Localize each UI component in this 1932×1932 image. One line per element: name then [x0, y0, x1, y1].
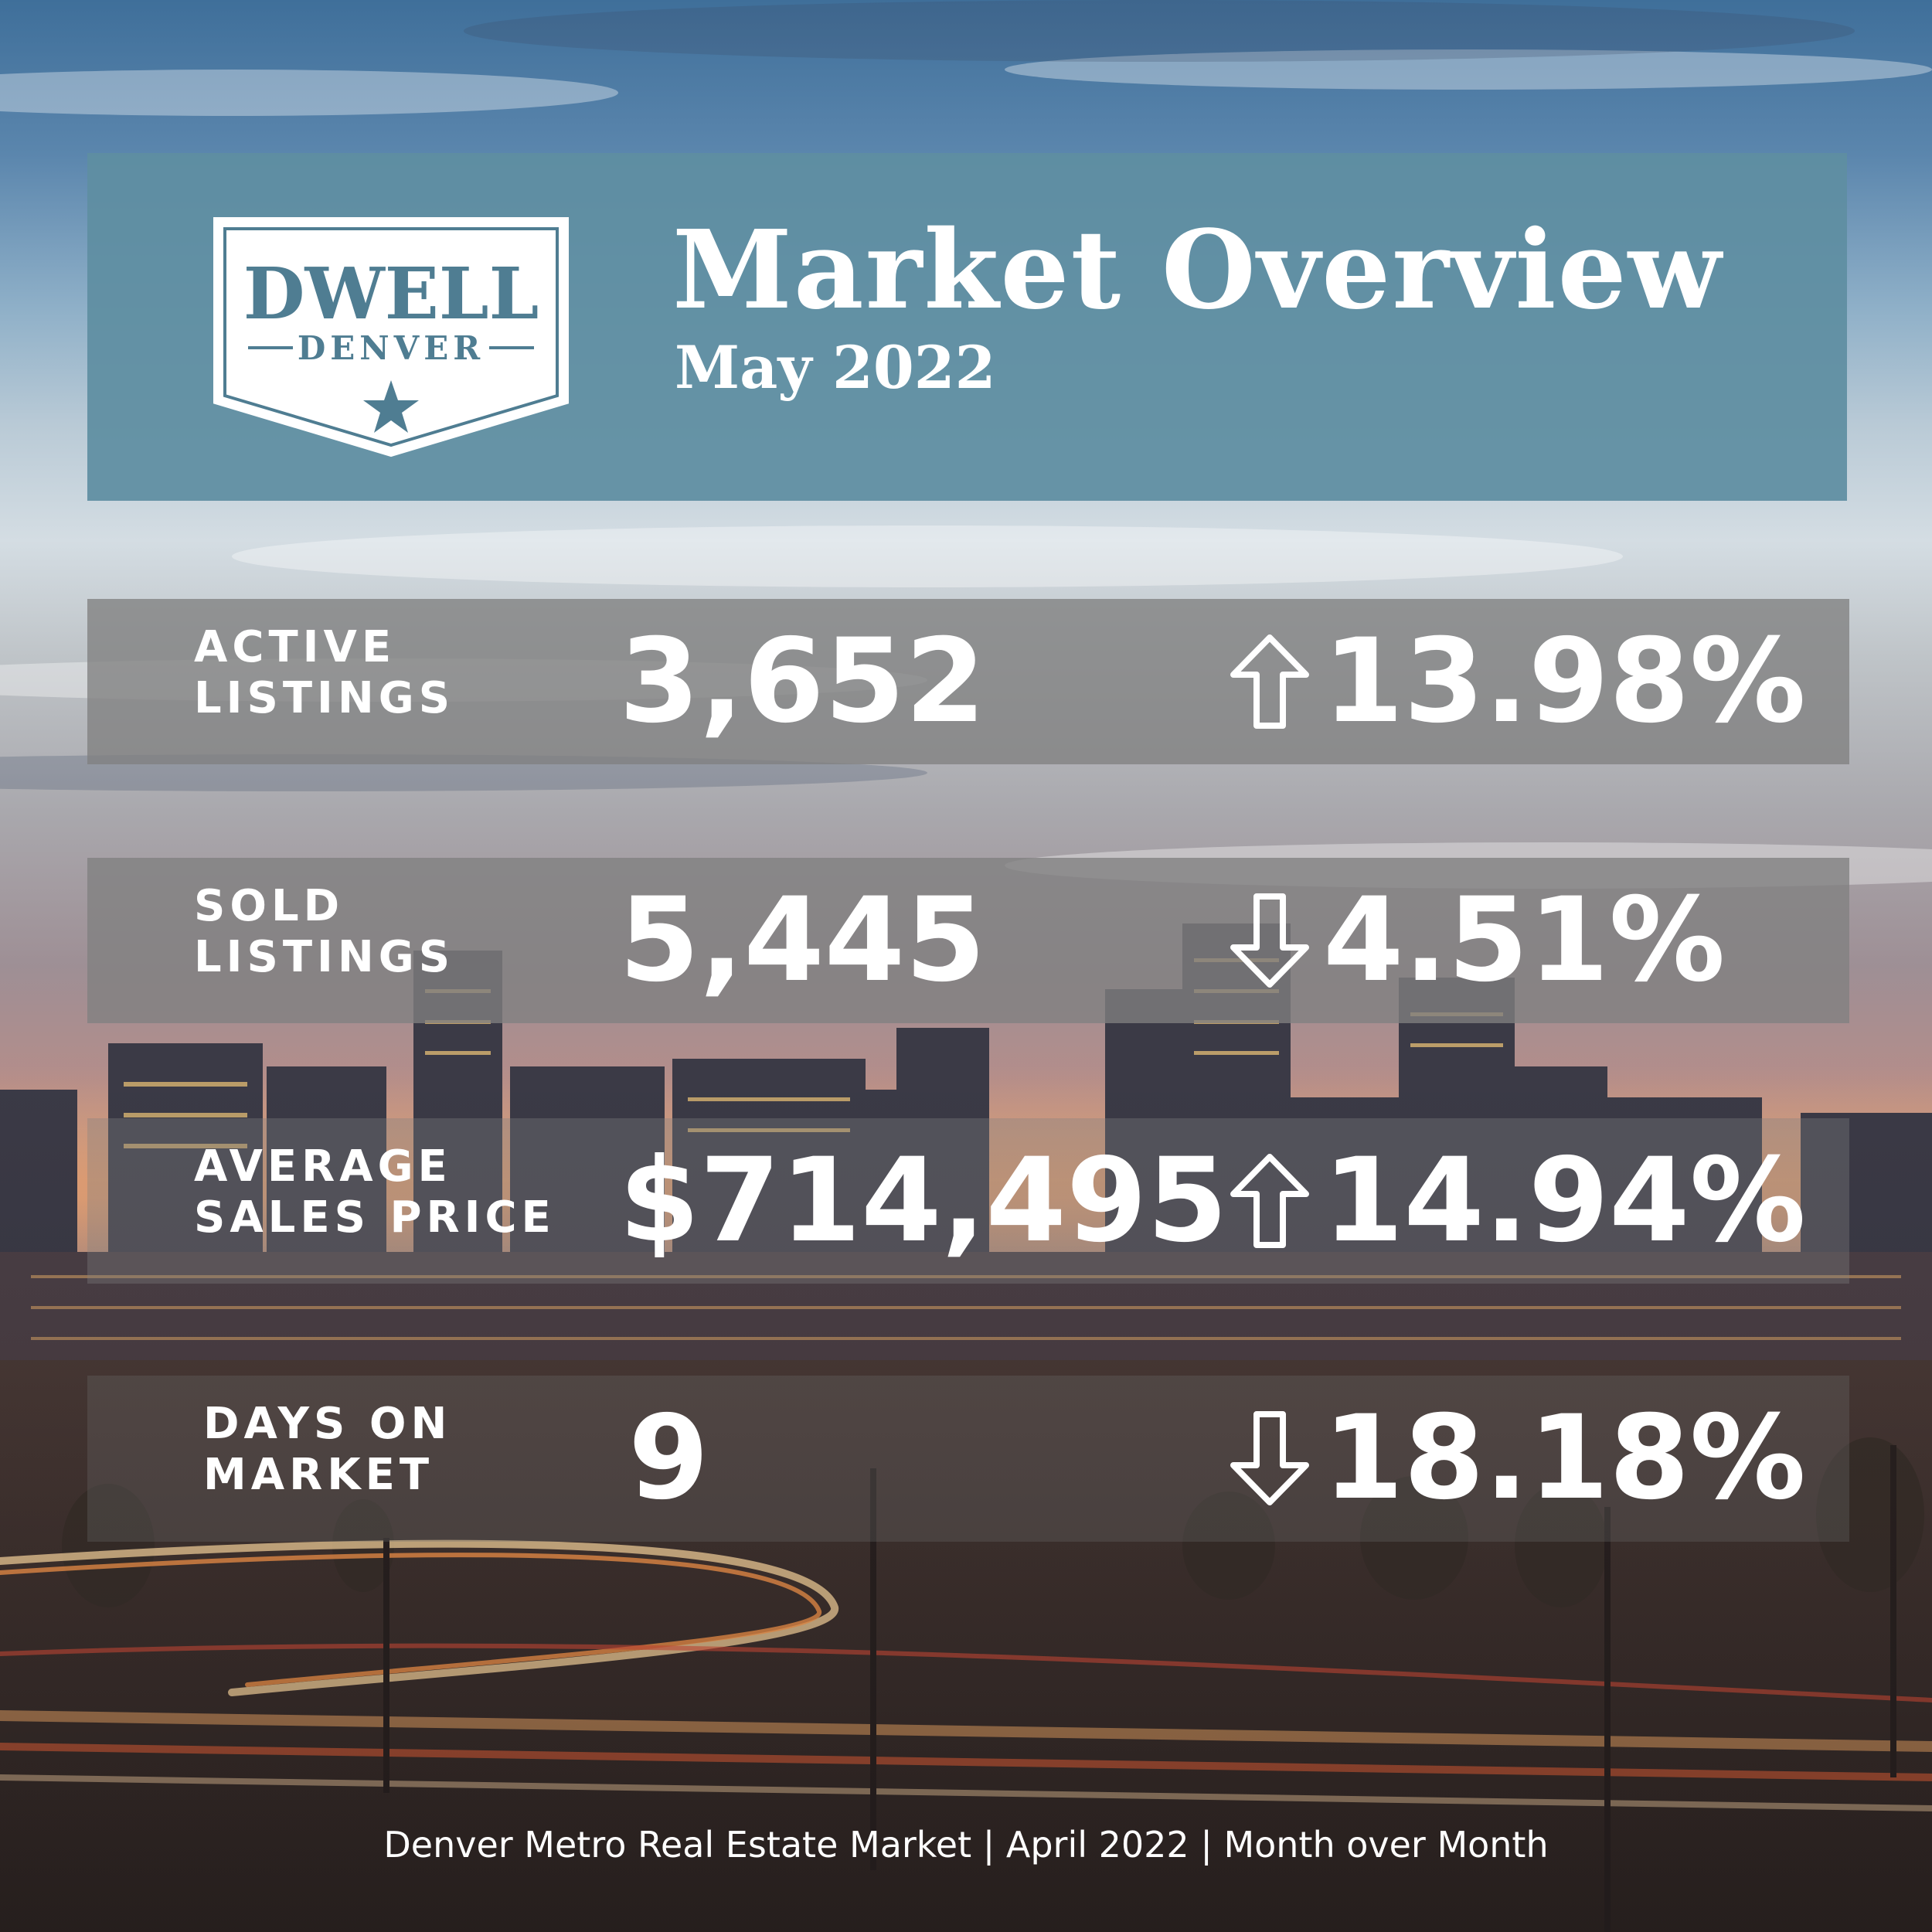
- stat-label: ACTIVE LISTINGS: [194, 622, 454, 724]
- stat-label-line2: LISTINGS: [194, 932, 455, 982]
- stat-change: 14.94%: [1227, 1135, 1806, 1267]
- stat-label: SOLD LISTINGS: [194, 881, 454, 983]
- arrow-down-icon: [1230, 1411, 1309, 1505]
- stat-label-line1: ACTIVE: [194, 622, 396, 672]
- stat-label-line2: SALES PRICE: [194, 1192, 556, 1243]
- stat-label-line1: SOLD: [194, 881, 345, 931]
- stat-change-percent: 4.51%: [1323, 873, 1726, 1008]
- footer-caption: Denver Metro Real Estate Market | April …: [383, 1824, 1549, 1866]
- stat-label: DAYS ON MARKET: [203, 1399, 451, 1501]
- stat-change: 18.18%: [1227, 1393, 1806, 1524]
- stat-label: AVERAGE SALES PRICE: [194, 1141, 556, 1243]
- stat-row-sold-listings: SOLD LISTINGS 5,445 4.51%: [87, 858, 1849, 1023]
- stat-change-percent: 18.18%: [1323, 1391, 1806, 1526]
- dwell-denver-logo: DWELL DENVER: [213, 217, 569, 457]
- stat-value: 9: [628, 1391, 709, 1526]
- stat-row-average-sales-price: AVERAGE SALES PRICE $714,495 14.94%: [87, 1118, 1849, 1284]
- arrow-up-icon: [1230, 634, 1309, 729]
- arrow-up-icon: [1230, 1154, 1309, 1248]
- stat-value: 5,445: [619, 873, 986, 1008]
- stat-change-percent: 13.98%: [1323, 614, 1806, 749]
- stat-row-active-listings: ACTIVE LISTINGS 3,652 13.98%: [87, 599, 1849, 764]
- star-icon: [363, 380, 419, 433]
- stat-value: $714,495: [619, 1134, 1228, 1268]
- stat-label-line1: AVERAGE: [194, 1141, 452, 1192]
- stat-change: 4.51%: [1227, 875, 1725, 1006]
- logo-text-denver: DENVER: [298, 329, 485, 367]
- stat-label-line2: MARKET: [203, 1450, 434, 1500]
- logo-text-dwell: DWELL: [243, 252, 539, 335]
- header-banner: DWELL DENVER Market Overview May 2022: [87, 153, 1847, 501]
- arrow-down-icon: [1230, 893, 1309, 988]
- stat-label-line2: LISTINGS: [194, 673, 455, 723]
- page-title: Market Overview: [672, 207, 1723, 334]
- stat-change: 13.98%: [1227, 616, 1806, 747]
- stat-row-days-on-market: DAYS ON MARKET 9 18.18%: [87, 1376, 1849, 1542]
- stat-value: 3,652: [619, 614, 986, 749]
- stat-label-line1: DAYS ON: [203, 1399, 452, 1449]
- page-subtitle: May 2022: [675, 333, 996, 402]
- stat-change-percent: 14.94%: [1323, 1134, 1806, 1268]
